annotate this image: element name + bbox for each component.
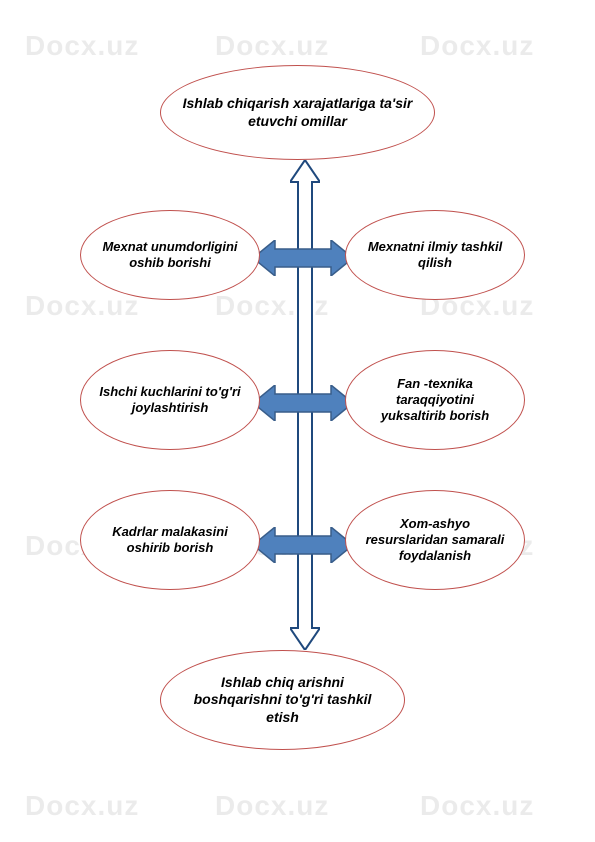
node-bottom-text: Ishlab chiq arishni boshqarishni to'g'ri… xyxy=(179,674,386,727)
horizontal-arrow-1 xyxy=(253,240,353,276)
node-right2-text: Fan -texnika taraqqiyotini yuksaltirib b… xyxy=(364,376,506,425)
node-bottom: Ishlab chiq arishni boshqarishni to'g'ri… xyxy=(160,650,405,750)
node-right1: Mexnatni ilmiy tashkil qilish xyxy=(345,210,525,300)
horizontal-arrow-2 xyxy=(253,385,353,421)
node-top: Ishlab chiqarish xarajatlariga ta'sir et… xyxy=(160,65,435,160)
node-right3: Xom-ashyo resurslaridan samarali foydala… xyxy=(345,490,525,590)
node-right2: Fan -texnika taraqqiyotini yuksaltirib b… xyxy=(345,350,525,450)
node-right1-text: Mexnatni ilmiy tashkil qilish xyxy=(364,239,506,272)
node-left2: Ishchi kuchlarini to'g'ri joylashtirish xyxy=(80,350,260,450)
node-left2-text: Ishchi kuchlarini to'g'ri joylashtirish xyxy=(99,384,241,417)
node-left1-text: Mexnat unumdorligini oshib borishi xyxy=(99,239,241,272)
diagram: Ishlab chiqarish xarajatlariga ta'sir et… xyxy=(0,0,595,842)
node-left3: Kadrlar malakasini oshirib borish xyxy=(80,490,260,590)
node-left3-text: Kadrlar malakasini oshirib borish xyxy=(99,524,241,557)
node-top-text: Ishlab chiqarish xarajatlariga ta'sir et… xyxy=(179,95,416,130)
node-right3-text: Xom-ashyo resurslaridan samarali foydala… xyxy=(364,516,506,565)
horizontal-arrow-3 xyxy=(253,527,353,563)
node-left1: Mexnat unumdorligini oshib borishi xyxy=(80,210,260,300)
